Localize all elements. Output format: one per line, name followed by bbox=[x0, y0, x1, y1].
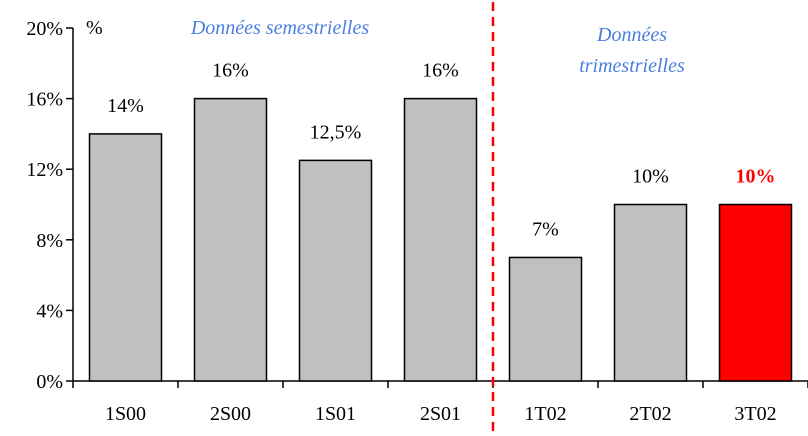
y-tick-label: 8% bbox=[36, 230, 63, 252]
value-label-2s00: 16% bbox=[212, 60, 249, 82]
bars-group bbox=[88, 97, 793, 382]
bar-2s00 bbox=[193, 97, 268, 382]
x-tick-label-3t02: 3T02 bbox=[734, 403, 776, 425]
value-label-1s01: 12,5% bbox=[310, 121, 362, 143]
value-label-1s00: 14% bbox=[107, 95, 144, 117]
value-label-1t02: 7% bbox=[532, 218, 559, 240]
x-tick-label-1s01: 1S01 bbox=[315, 403, 356, 425]
x-tick-label-1t02: 1T02 bbox=[524, 403, 566, 425]
x-tick-label-2t02: 2T02 bbox=[629, 403, 671, 425]
x-tick-label-2s00: 2S00 bbox=[210, 403, 251, 425]
quarterly-data-label-line2: trimestrielles bbox=[579, 55, 685, 77]
labels-group: 0% 4% 8% 12% 16% 20% 14% 1S00 16% 2S00 12,5% 1S01 16… bbox=[26, 18, 776, 425]
x-tick-label-1s00: 1S00 bbox=[105, 403, 146, 425]
quarterly-data-label-line1: Données bbox=[596, 24, 667, 46]
y-tick-label: 12% bbox=[26, 159, 63, 181]
bar-1s01 bbox=[298, 159, 373, 382]
value-label-2s01: 16% bbox=[422, 60, 459, 82]
y-tick-label: 4% bbox=[36, 300, 63, 322]
bar-1t02 bbox=[508, 256, 583, 382]
bar-1s00 bbox=[88, 133, 163, 382]
y-unit-label: % bbox=[86, 17, 103, 39]
bar-2t02 bbox=[613, 203, 688, 382]
bar-3t02 bbox=[718, 203, 793, 382]
y-tick-label: 16% bbox=[26, 89, 63, 111]
x-tick-label-2s01: 2S01 bbox=[420, 403, 461, 425]
value-label-3t02: 10% bbox=[736, 166, 776, 188]
y-tick-label: 0% bbox=[36, 371, 63, 393]
bar-2s01 bbox=[403, 97, 478, 382]
value-label-2t02: 10% bbox=[632, 166, 669, 188]
semestrial-data-label: Données semestrielles bbox=[190, 17, 370, 39]
y-tick-label: 20% bbox=[26, 18, 63, 40]
